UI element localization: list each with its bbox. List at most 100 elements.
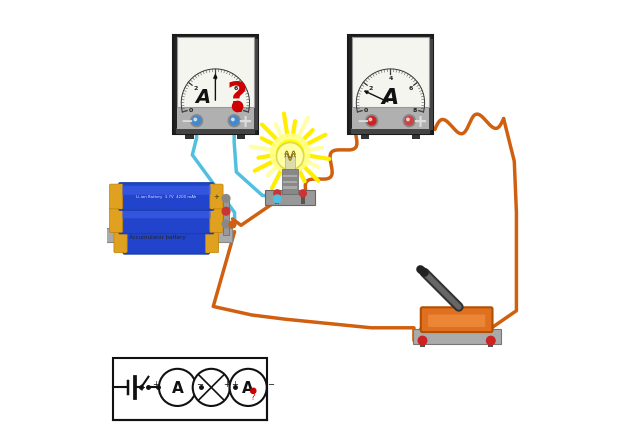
FancyBboxPatch shape	[120, 210, 211, 219]
Bar	[284, 182, 297, 184]
Bar	[237, 133, 245, 140]
FancyBboxPatch shape	[109, 184, 123, 209]
Circle shape	[228, 115, 240, 127]
Circle shape	[222, 195, 230, 203]
Text: A: A	[172, 380, 183, 395]
Text: ?: ?	[250, 392, 255, 401]
Circle shape	[222, 208, 230, 216]
Bar	[301, 193, 305, 204]
Bar	[124, 230, 126, 253]
Bar	[177, 108, 254, 130]
Bar	[412, 133, 420, 140]
FancyBboxPatch shape	[413, 329, 500, 344]
Circle shape	[191, 115, 203, 127]
Bar	[206, 230, 209, 253]
FancyBboxPatch shape	[101, 229, 232, 242]
Text: 8: 8	[237, 108, 242, 113]
FancyBboxPatch shape	[210, 208, 223, 233]
Bar	[186, 133, 194, 140]
Circle shape	[194, 119, 196, 121]
Text: −: −	[267, 379, 274, 388]
Circle shape	[486, 337, 495, 345]
Bar	[352, 38, 429, 108]
FancyBboxPatch shape	[348, 36, 433, 134]
FancyBboxPatch shape	[119, 207, 214, 234]
Bar	[284, 176, 297, 178]
Bar	[420, 338, 425, 347]
Text: 2: 2	[193, 86, 198, 91]
Bar	[223, 225, 230, 236]
Text: +: +	[214, 194, 220, 200]
FancyBboxPatch shape	[210, 184, 223, 209]
Text: A: A	[243, 380, 254, 395]
Circle shape	[229, 222, 236, 228]
Text: +: +	[152, 379, 159, 388]
FancyBboxPatch shape	[266, 190, 315, 206]
Text: 8: 8	[413, 108, 417, 113]
Circle shape	[230, 369, 267, 406]
Text: A: A	[195, 88, 210, 107]
Circle shape	[193, 369, 230, 406]
Circle shape	[274, 190, 281, 197]
Bar	[119, 208, 122, 233]
Bar	[177, 38, 254, 108]
Circle shape	[367, 117, 376, 126]
Text: +: +	[137, 383, 145, 392]
FancyBboxPatch shape	[109, 208, 123, 233]
Text: +: +	[412, 112, 428, 130]
Bar	[119, 184, 122, 209]
Circle shape	[276, 141, 304, 168]
Circle shape	[230, 117, 239, 126]
FancyBboxPatch shape	[282, 170, 298, 195]
Circle shape	[273, 196, 281, 203]
Circle shape	[232, 102, 243, 112]
Bar	[488, 338, 493, 347]
Bar	[284, 187, 297, 189]
Circle shape	[418, 337, 427, 345]
Text: A: A	[382, 88, 399, 108]
Text: −: −	[356, 114, 369, 129]
Bar	[211, 208, 213, 233]
Circle shape	[403, 115, 415, 127]
Circle shape	[251, 389, 256, 394]
Circle shape	[222, 221, 230, 228]
FancyBboxPatch shape	[173, 36, 258, 134]
Bar	[351, 129, 429, 134]
Bar	[275, 193, 280, 204]
Bar	[176, 129, 255, 134]
Circle shape	[406, 119, 409, 121]
Bar	[352, 38, 429, 108]
Circle shape	[271, 135, 310, 174]
Bar	[360, 133, 369, 140]
Circle shape	[159, 369, 196, 406]
Text: ?: ?	[226, 79, 247, 113]
Text: 0: 0	[364, 108, 368, 113]
Circle shape	[232, 119, 234, 121]
Text: +: +	[223, 379, 230, 388]
FancyBboxPatch shape	[120, 186, 211, 196]
Circle shape	[276, 143, 304, 170]
Bar	[113, 358, 267, 420]
Bar	[253, 40, 258, 131]
Bar	[352, 108, 429, 130]
Bar	[428, 40, 433, 131]
FancyBboxPatch shape	[205, 230, 219, 253]
Bar	[223, 212, 230, 223]
FancyBboxPatch shape	[428, 315, 485, 327]
Text: 6: 6	[408, 86, 413, 91]
Text: 6: 6	[233, 86, 237, 91]
Bar	[177, 38, 254, 108]
FancyBboxPatch shape	[124, 229, 209, 254]
FancyBboxPatch shape	[285, 156, 295, 171]
Text: 0: 0	[189, 108, 193, 113]
Text: 4: 4	[388, 76, 393, 81]
Bar	[223, 199, 230, 210]
Circle shape	[300, 190, 307, 197]
Text: Li-ion Battery  3.7V  4200 mAh: Li-ion Battery 3.7V 4200 mAh	[136, 195, 196, 199]
Text: Accumulator battery: Accumulator battery	[129, 235, 186, 240]
Text: 2: 2	[368, 86, 372, 91]
Text: 4: 4	[213, 76, 218, 81]
Text: −: −	[118, 383, 126, 392]
Text: +: +	[237, 112, 252, 130]
Bar	[211, 184, 213, 209]
